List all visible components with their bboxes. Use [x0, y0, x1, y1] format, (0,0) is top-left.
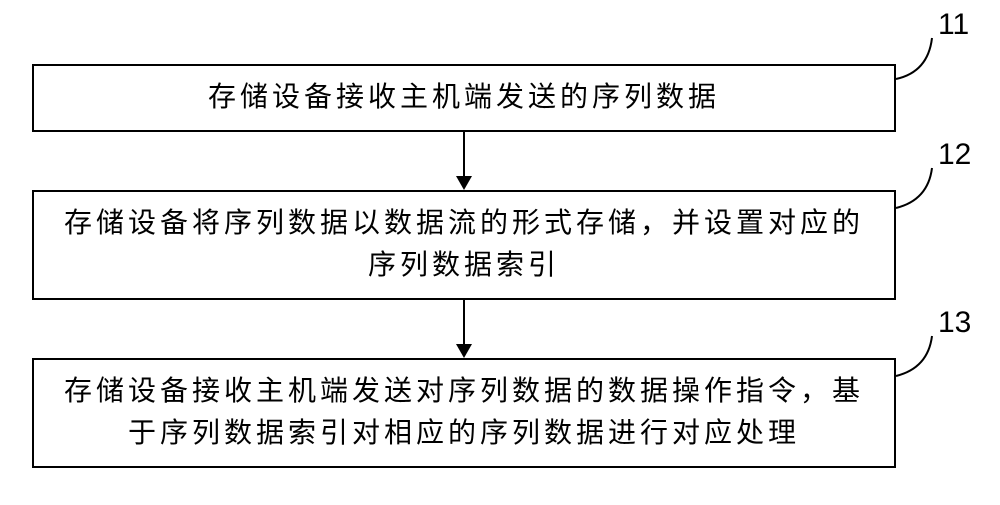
flow-node-1-text: 存储设备接收主机端发送的序列数据: [208, 77, 720, 119]
flow-node-3: 存储设备接收主机端发送对序列数据的数据操作指令，基于序列数据索引对相应的序列数据…: [32, 358, 896, 468]
flow-node-1: 存储设备接收主机端发送的序列数据: [32, 64, 896, 132]
flow-node-3-text: 存储设备接收主机端发送对序列数据的数据操作指令，基于序列数据索引对相应的序列数据…: [54, 371, 874, 455]
flow-node-2-text: 存储设备将序列数据以数据流的形式存储，并设置对应的序列数据索引: [54, 203, 874, 287]
callout-label-2: 12: [938, 138, 971, 172]
callout-label-1: 11: [938, 8, 969, 42]
flow-node-2: 存储设备将序列数据以数据流的形式存储，并设置对应的序列数据索引: [32, 190, 896, 300]
flowchart-container: 存储设备接收主机端发送的序列数据 11 存储设备将序列数据以数据流的形式存储，并…: [0, 0, 1000, 505]
callout-label-3: 13: [938, 306, 971, 340]
